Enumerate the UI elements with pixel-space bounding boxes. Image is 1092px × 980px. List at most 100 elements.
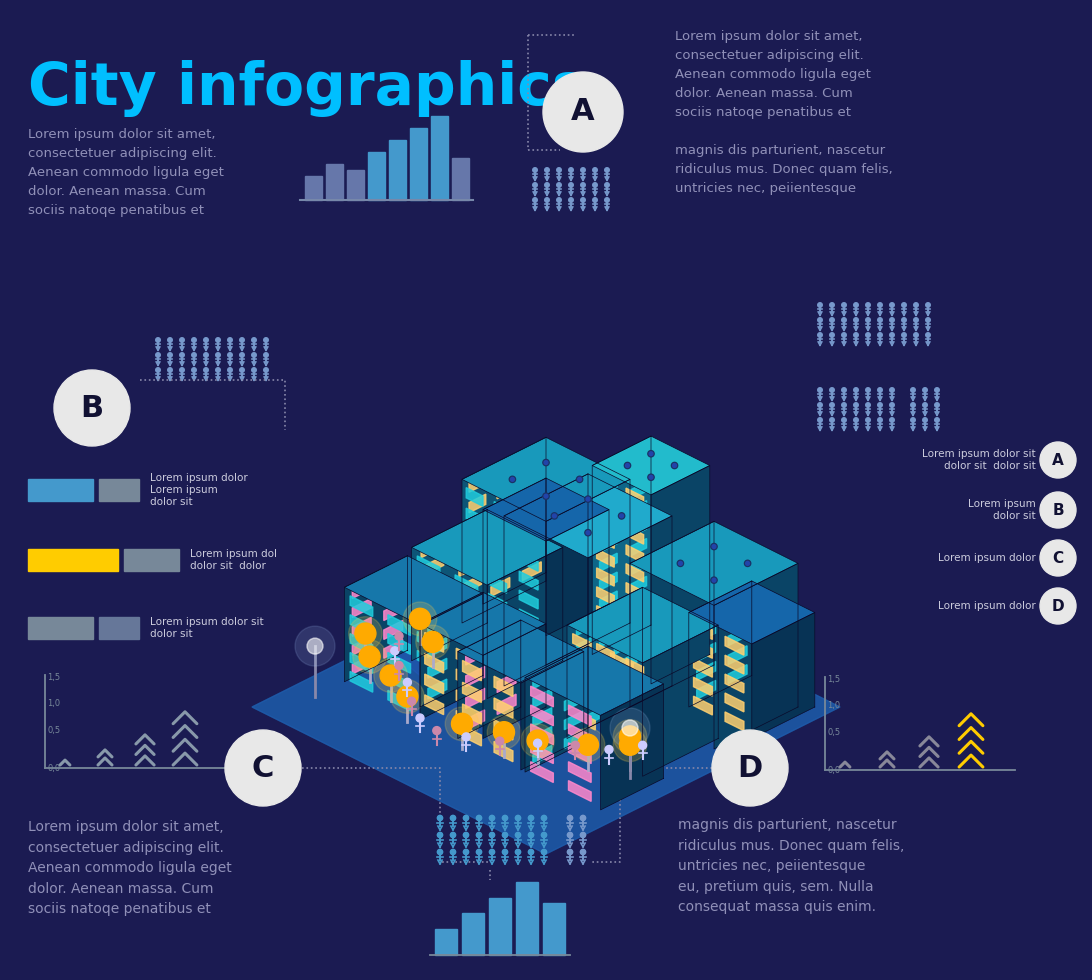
Polygon shape <box>600 610 617 628</box>
Polygon shape <box>466 528 483 547</box>
Polygon shape <box>600 477 617 496</box>
Circle shape <box>890 318 894 322</box>
Polygon shape <box>565 627 581 645</box>
Bar <box>389 140 406 200</box>
Text: Lorem ipsum dolor sit amet,
consectetuer adipiscing elit.
Aenean commodo ligula : Lorem ipsum dolor sit amet, consectetuer… <box>675 30 893 195</box>
Circle shape <box>545 168 549 172</box>
Polygon shape <box>494 719 513 740</box>
Circle shape <box>914 318 918 322</box>
Circle shape <box>391 680 424 713</box>
Text: C: C <box>1053 551 1064 565</box>
Circle shape <box>446 707 478 741</box>
Circle shape <box>830 388 834 392</box>
Circle shape <box>489 832 495 838</box>
Text: 1,0: 1,0 <box>827 701 840 710</box>
Polygon shape <box>546 479 630 665</box>
Polygon shape <box>577 653 600 673</box>
Polygon shape <box>610 690 633 711</box>
Polygon shape <box>697 643 715 662</box>
Circle shape <box>533 182 537 187</box>
Polygon shape <box>497 651 517 671</box>
Text: 1,5: 1,5 <box>827 674 840 683</box>
Polygon shape <box>531 705 554 726</box>
Circle shape <box>180 368 185 372</box>
Polygon shape <box>693 529 710 548</box>
Polygon shape <box>383 602 403 620</box>
Polygon shape <box>610 728 633 749</box>
Polygon shape <box>497 672 517 693</box>
Polygon shape <box>569 743 591 763</box>
Polygon shape <box>488 517 507 536</box>
Circle shape <box>581 182 585 187</box>
Circle shape <box>487 715 521 749</box>
Polygon shape <box>536 594 553 612</box>
Polygon shape <box>483 624 546 739</box>
Polygon shape <box>455 631 478 653</box>
Circle shape <box>830 318 834 322</box>
Polygon shape <box>417 631 440 653</box>
Polygon shape <box>569 705 591 726</box>
Polygon shape <box>508 656 525 674</box>
Polygon shape <box>629 576 646 595</box>
Polygon shape <box>539 571 556 589</box>
Polygon shape <box>494 742 513 761</box>
Circle shape <box>204 353 209 358</box>
Polygon shape <box>353 617 371 636</box>
Polygon shape <box>693 550 710 568</box>
Polygon shape <box>458 620 584 683</box>
Circle shape <box>228 368 233 372</box>
Polygon shape <box>577 614 600 635</box>
Polygon shape <box>511 548 527 565</box>
Polygon shape <box>626 620 643 639</box>
Circle shape <box>557 198 561 202</box>
Circle shape <box>416 714 424 722</box>
Polygon shape <box>634 571 651 590</box>
Polygon shape <box>693 653 710 671</box>
Polygon shape <box>525 548 542 566</box>
Polygon shape <box>690 682 707 701</box>
Polygon shape <box>531 743 554 763</box>
Circle shape <box>529 815 534 820</box>
Polygon shape <box>344 556 483 625</box>
Polygon shape <box>600 497 617 514</box>
Circle shape <box>353 640 387 673</box>
Polygon shape <box>522 536 539 555</box>
Polygon shape <box>533 670 551 689</box>
Circle shape <box>463 815 468 820</box>
Circle shape <box>252 338 257 342</box>
Circle shape <box>192 368 197 372</box>
Circle shape <box>396 686 418 707</box>
Text: Lorem ipsum
dolor sit: Lorem ipsum dolor sit <box>969 499 1036 520</box>
Polygon shape <box>344 556 407 682</box>
Polygon shape <box>689 581 815 644</box>
Polygon shape <box>495 522 511 541</box>
Polygon shape <box>460 621 478 642</box>
Polygon shape <box>525 466 542 485</box>
Polygon shape <box>463 661 482 681</box>
Text: D: D <box>737 754 762 782</box>
Circle shape <box>711 544 717 550</box>
Polygon shape <box>497 501 514 519</box>
Polygon shape <box>626 488 643 507</box>
Polygon shape <box>572 653 595 673</box>
Polygon shape <box>634 674 651 693</box>
Circle shape <box>557 182 561 187</box>
Polygon shape <box>572 671 595 692</box>
Circle shape <box>935 403 939 408</box>
Circle shape <box>854 318 858 322</box>
Polygon shape <box>519 590 538 609</box>
Polygon shape <box>610 671 633 692</box>
Polygon shape <box>596 492 614 511</box>
Polygon shape <box>596 606 614 624</box>
Polygon shape <box>495 543 511 562</box>
Polygon shape <box>353 599 371 617</box>
Polygon shape <box>665 666 681 685</box>
Polygon shape <box>567 587 719 662</box>
Circle shape <box>156 353 161 358</box>
Polygon shape <box>508 543 525 561</box>
Circle shape <box>866 403 870 408</box>
Polygon shape <box>422 612 443 633</box>
Text: 1,0: 1,0 <box>47 699 60 708</box>
Polygon shape <box>637 558 654 576</box>
Circle shape <box>878 403 882 408</box>
